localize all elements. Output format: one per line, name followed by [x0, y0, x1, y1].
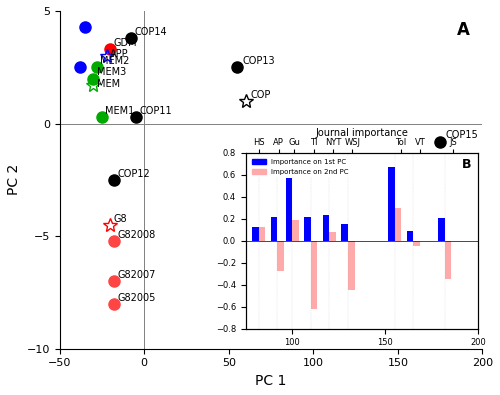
Text: G82008: G82008: [117, 229, 156, 239]
Text: G82007: G82007: [117, 270, 156, 280]
Text: GDM: GDM: [114, 38, 138, 48]
Text: MEM1: MEM1: [106, 106, 134, 116]
Text: COP: COP: [250, 90, 271, 100]
Text: MEM2: MEM2: [100, 56, 130, 66]
Text: A: A: [457, 21, 470, 39]
Text: MEM3: MEM3: [97, 68, 126, 77]
X-axis label: PC 1: PC 1: [256, 374, 286, 388]
Text: COP14: COP14: [134, 27, 166, 37]
Text: COP12: COP12: [117, 169, 150, 179]
Y-axis label: PC 2: PC 2: [7, 164, 21, 196]
Text: COP15: COP15: [446, 130, 478, 141]
Text: COP11: COP11: [139, 106, 172, 116]
Text: G8: G8: [114, 214, 128, 224]
Text: MEM: MEM: [97, 79, 120, 88]
Text: COP13: COP13: [242, 56, 275, 66]
Text: APP0: APP0: [0, 394, 1, 395]
Text: APP: APP: [110, 49, 129, 59]
Text: APP1: APP1: [0, 394, 1, 395]
Text: G82005: G82005: [117, 293, 156, 303]
